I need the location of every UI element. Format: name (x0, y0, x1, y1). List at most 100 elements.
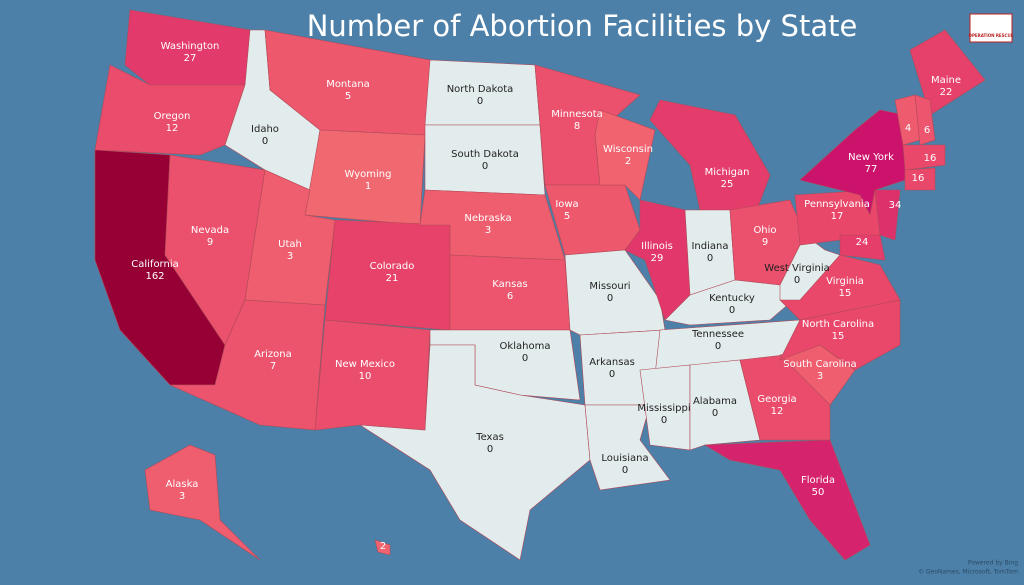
state-name: Kansas (492, 279, 527, 290)
state-name: California (131, 259, 179, 270)
state-name: Alaska (166, 479, 199, 490)
state-name: Minnesota (551, 109, 603, 120)
state-name: Mississippi (637, 403, 690, 414)
state-value: 12 (771, 406, 784, 417)
state-value: 2 (625, 156, 631, 167)
state-value: 16 (924, 153, 937, 164)
state-value: 0 (609, 369, 615, 380)
state-value: 8 (574, 121, 580, 132)
state (314, 319, 431, 431)
state-value: 5 (564, 211, 570, 222)
state-value: 0 (712, 408, 718, 419)
state-value: 12 (166, 123, 179, 134)
state-name: Utah (278, 239, 302, 250)
state-value: 0 (487, 444, 493, 455)
state-name: Ohio (753, 225, 776, 236)
state (739, 354, 831, 441)
state-value: 3 (287, 251, 293, 262)
map-title: Number of Abortion Facilities by State (307, 9, 858, 43)
state-value: 0 (482, 161, 488, 172)
state-name: Idaho (251, 124, 279, 135)
state-name: Michigan (705, 167, 750, 178)
state-name: New York (848, 152, 894, 163)
state-name: Oregon (154, 111, 191, 122)
state-value: 0 (607, 293, 613, 304)
state-name: West Virginia (764, 263, 829, 274)
footer: Powered by Bing (968, 560, 1018, 567)
state-name: Wisconsin (603, 144, 653, 155)
state-name: Indiana (691, 241, 728, 252)
state (169, 299, 326, 431)
state-name: South Carolina (783, 359, 856, 370)
labels: Washington27Oregon12California162Nevada9… (131, 41, 961, 552)
state-value: 0 (794, 275, 800, 286)
state (909, 29, 986, 116)
state-name: Maine (931, 75, 961, 86)
state-value: 7 (270, 361, 276, 372)
state-name: Texas (475, 432, 504, 443)
state-name: Colorado (370, 261, 415, 272)
state-value: 15 (832, 331, 845, 342)
state-value: 6 (507, 291, 513, 302)
state-value: 4 (905, 123, 911, 134)
state-name: Kentucky (709, 293, 755, 304)
state-value: 16 (912, 173, 925, 184)
state-value: 50 (812, 487, 825, 498)
state-name: South Dakota (451, 149, 519, 160)
state (874, 189, 901, 241)
state-value: 29 (651, 253, 664, 264)
state (359, 344, 591, 561)
state-value: 3 (817, 371, 823, 382)
state-value: 10 (359, 371, 372, 382)
state-value: 1 (365, 181, 371, 192)
state-value: 9 (207, 237, 213, 248)
state-value: 3 (179, 491, 185, 502)
state-value: 15 (839, 288, 852, 299)
state-value: 21 (386, 273, 399, 284)
state-name: Georgia (757, 394, 796, 405)
state (703, 439, 871, 561)
state-name: Montana (326, 79, 370, 90)
state-name: Missouri (589, 281, 630, 292)
state-value: 0 (477, 96, 483, 107)
state-value: 3 (485, 225, 491, 236)
state-value: 0 (715, 341, 721, 352)
state-value: 22 (940, 87, 953, 98)
state-value: 9 (762, 237, 768, 248)
state-name: Arizona (254, 349, 292, 360)
state-name: Virginia (826, 276, 864, 287)
state-name: Louisiana (601, 453, 648, 464)
state (594, 109, 656, 201)
logo-box (969, 13, 1013, 43)
logo: OPERATION RESCUE (969, 33, 1014, 38)
state (689, 359, 761, 451)
state-name: Tennessee (691, 329, 744, 340)
state-value: 17 (831, 211, 844, 222)
state-name: Iowa (555, 199, 578, 210)
state-value: 2 (380, 541, 386, 552)
state-value: 162 (145, 271, 164, 282)
state (914, 94, 936, 146)
state (904, 167, 936, 191)
state-name: Oklahoma (500, 341, 551, 352)
state-name: Wyoming (345, 169, 392, 180)
state-value: 0 (262, 136, 268, 147)
state-value: 24 (856, 237, 869, 248)
state-name: Nevada (191, 225, 229, 236)
state (839, 234, 886, 261)
state-value: 0 (707, 253, 713, 264)
state-name: North Dakota (447, 84, 514, 95)
state-name: North Carolina (802, 319, 874, 330)
state-value: 5 (345, 91, 351, 102)
state-value: 0 (661, 415, 667, 426)
state (424, 124, 546, 196)
state-value: 77 (865, 164, 878, 175)
state-name: Washington (161, 41, 220, 52)
state (374, 539, 391, 556)
state-value: 0 (729, 305, 735, 316)
state-value: 6 (924, 125, 930, 136)
state-value: 25 (721, 179, 734, 190)
state-name: Florida (801, 475, 835, 486)
